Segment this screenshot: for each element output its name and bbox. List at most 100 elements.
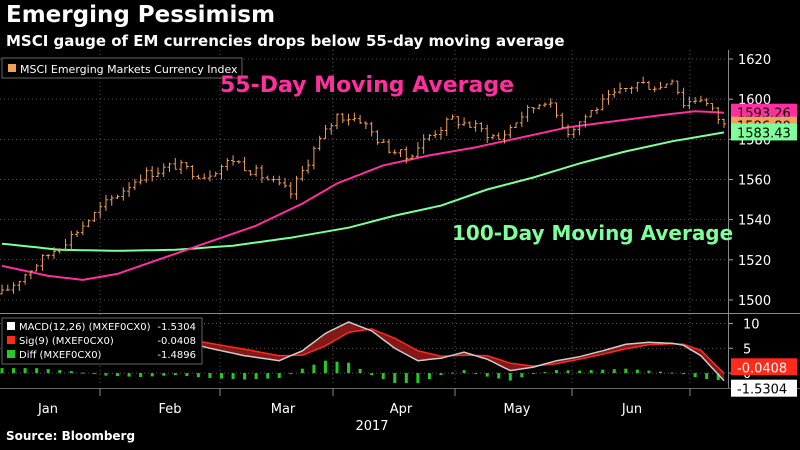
- price-bar: [525, 105, 530, 122]
- price-bar: [127, 182, 132, 197]
- price-bar: [265, 175, 270, 181]
- price-bar: [398, 149, 403, 158]
- price-bar: [28, 270, 33, 280]
- price-bar: [508, 124, 513, 139]
- price-bar: [652, 86, 657, 93]
- price-bar: [161, 163, 166, 177]
- price-bar: [531, 106, 536, 114]
- price-bar: [618, 82, 623, 94]
- price-bar: [5, 284, 10, 291]
- diff-bar: [92, 373, 96, 375]
- diff-bar: [578, 370, 582, 374]
- y-tick-label: 1520: [738, 254, 771, 269]
- price-bar: [0, 284, 4, 295]
- diff-bar: [682, 373, 686, 375]
- price-bar: [629, 86, 634, 94]
- chart-labels: MSCI Emerging Markets Currency Index55-D…: [1, 57, 797, 398]
- y-tick-label: 1560: [738, 173, 771, 188]
- price-bar: [46, 254, 51, 259]
- price-legend-box: [1, 57, 243, 79]
- price-bar: [277, 175, 282, 186]
- x-tick-label: Feb: [158, 402, 181, 417]
- price-bar: [450, 114, 455, 120]
- x-tick-label: Jan: [37, 402, 58, 417]
- macd-legend-value: -1.4896: [157, 350, 196, 361]
- price-bar: [75, 230, 80, 238]
- diff-bar: [185, 373, 189, 377]
- macd-legend-box: [1, 317, 203, 365]
- price-bar: [196, 174, 201, 180]
- price-bar: [589, 110, 594, 118]
- y-tick-label: 1540: [738, 214, 771, 229]
- price-bar: [352, 112, 357, 122]
- price-bar: [231, 155, 236, 166]
- price-bar: [311, 146, 316, 170]
- y-tick-label: 1620: [738, 53, 771, 68]
- price-bar: [358, 114, 363, 125]
- price-bar: [571, 126, 576, 139]
- price-bar: [259, 165, 264, 184]
- macd-y-tick-label: 10: [743, 317, 760, 332]
- price-bar: [693, 96, 698, 105]
- macd-legend-value: -1.5304: [157, 322, 196, 333]
- diff-bar: [554, 370, 558, 374]
- diff-bar: [300, 368, 304, 374]
- price-bar: [132, 178, 137, 191]
- diff-bar: [543, 372, 547, 374]
- last-value-tag-label: 1583.43: [737, 126, 791, 141]
- diff-bar: [658, 371, 662, 374]
- diff-bar: [231, 373, 235, 380]
- price-legend-label: MSCI Emerging Markets Currency Index: [20, 63, 238, 76]
- diff-bar: [647, 370, 651, 374]
- diff-bar: [116, 373, 120, 377]
- price-bar: [404, 146, 409, 164]
- diff-bar: [162, 373, 166, 376]
- price-bar: [687, 96, 692, 110]
- price-bar: [623, 87, 628, 92]
- price-bar: [317, 135, 322, 151]
- price-bar: [17, 280, 22, 291]
- price-bar: [190, 165, 195, 180]
- macd-last-value-label: -0.0408: [737, 361, 787, 376]
- price-bar: [710, 103, 715, 111]
- diff-bar: [566, 370, 570, 374]
- price-bar: [675, 80, 680, 95]
- price-bar: [179, 159, 184, 174]
- price-bar: [167, 162, 172, 172]
- diff-bar: [716, 373, 720, 381]
- price-bar: [69, 230, 74, 251]
- last-value-tag: 1583.43: [731, 123, 797, 141]
- price-bar: [479, 122, 484, 132]
- diff-bar: [277, 373, 281, 379]
- macd-last-value-box: [731, 358, 797, 376]
- price-bar: [658, 81, 663, 90]
- price-bar: [433, 130, 438, 139]
- price-bar: [577, 121, 582, 136]
- price-bar: [115, 194, 120, 199]
- price-bar: [248, 170, 253, 176]
- diff-bar: [497, 373, 501, 379]
- price-bar: [583, 114, 588, 128]
- price-bar: [560, 112, 565, 129]
- price-bar: [664, 83, 669, 88]
- price-bar: [40, 254, 45, 271]
- macd-legend-value: -0.0408: [157, 336, 196, 347]
- price-bar: [103, 194, 108, 211]
- diff-bar: [451, 372, 455, 374]
- price-bar: [219, 164, 224, 180]
- price-bar: [184, 162, 189, 170]
- diff-bar: [612, 369, 616, 374]
- x-tick-label: May: [504, 402, 531, 417]
- diff-bar: [520, 373, 524, 378]
- price-bar: [363, 121, 368, 130]
- price-bar: [375, 130, 380, 145]
- diff-bar: [705, 373, 709, 380]
- diff-bar: [23, 368, 27, 374]
- price-bar: [98, 201, 103, 218]
- last-value-tag-box: [731, 103, 797, 121]
- price-bar: [92, 211, 97, 223]
- price-bar: [202, 173, 207, 179]
- price-bar: [600, 94, 605, 111]
- diff-bar: [393, 373, 397, 384]
